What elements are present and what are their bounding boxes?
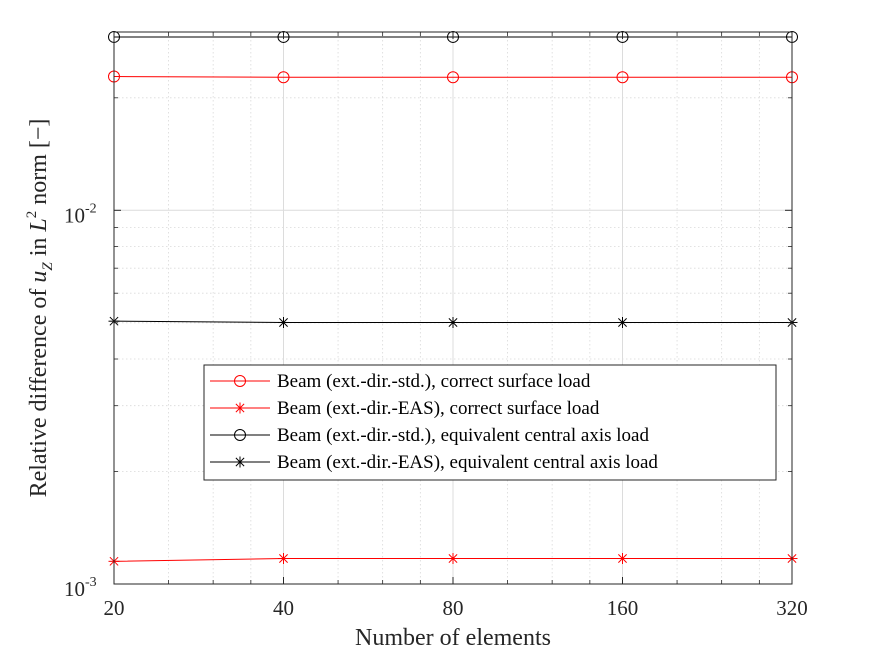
data-point [278, 316, 289, 328]
series-line [113, 76, 792, 78]
x-tick-label: 320 [776, 596, 808, 620]
y-label-prefix: Relative difference of [26, 283, 52, 498]
data-point [447, 71, 459, 84]
y-axis-label: Relative difference of uZ in L2 norm [−] [24, 119, 56, 498]
legend-label: Beam (ext.-dir.-EAS), correct surface lo… [277, 398, 600, 419]
y-tick-exponent: -3 [85, 575, 97, 590]
marker-stroke [448, 554, 458, 563]
legend-entry: Beam (ext.-dir.-EAS), equivalent central… [210, 452, 658, 473]
marker-stroke [618, 554, 627, 563]
legend-marker [234, 402, 246, 414]
y-label-norm: L [26, 218, 52, 232]
data-point [277, 71, 290, 84]
legend-marker [234, 375, 246, 387]
legend-entry: Beam (ext.-dir.-EAS), correct surface lo… [210, 398, 600, 419]
data-point [278, 553, 289, 565]
x-tick-labels: 20 40 80 160 320 [104, 596, 808, 620]
data-point [617, 553, 628, 565]
data-point [616, 30, 629, 43]
legend-label: Beam (ext.-dir.-EAS), equivalent central… [277, 452, 658, 473]
y-label-sup: 2 [24, 211, 40, 219]
y-tick-exponent: -2 [85, 201, 97, 216]
data-point [617, 316, 628, 328]
marker-stroke [448, 317, 458, 327]
x-tick-label: 20 [104, 596, 125, 620]
legend-label: Beam (ext.-dir.-std.), correct surface l… [277, 371, 591, 392]
data-point [277, 30, 290, 43]
legend-entry: Beam (ext.-dir.-std.), correct surface l… [210, 371, 591, 392]
legend-label: Beam (ext.-dir.-std.), equivalent centra… [277, 425, 649, 446]
data-point [616, 71, 629, 84]
y-tick-base: 10 [64, 203, 85, 227]
marker-stroke [618, 317, 627, 327]
series-4 [108, 315, 798, 328]
legend-marker [234, 429, 246, 441]
data-point [447, 316, 459, 328]
legend-box [203, 364, 777, 481]
marker-stroke [279, 317, 288, 327]
marker-stroke [235, 403, 245, 413]
y-tick-base: 10 [64, 577, 85, 601]
data-point [447, 30, 459, 43]
y-tick-label: 10-3 [64, 575, 97, 601]
marker-stroke [235, 457, 245, 467]
y-label-suffix: norm [−] [26, 119, 52, 211]
y-label-var: u [26, 271, 52, 283]
series-2 [108, 553, 798, 567]
legend-entry: Beam (ext.-dir.-std.), equivalent centra… [210, 425, 649, 446]
y-label-sub: Z [40, 262, 56, 271]
grid-lines [113, 32, 793, 585]
y-label-mid: in [26, 232, 52, 263]
legend: Beam (ext.-dir.-std.), correct surface l… [203, 364, 777, 481]
axis-ticks [113, 32, 793, 585]
marker-stroke [279, 554, 288, 563]
x-tick-label: 160 [607, 596, 639, 620]
x-tick-label: 80 [443, 596, 464, 620]
legend-marker [234, 456, 246, 468]
y-tick-label: 10-2 [64, 201, 97, 227]
data-point [447, 553, 459, 565]
y-tick-labels: 10-310-2 [64, 201, 97, 601]
x-axis-label: Number of elements [355, 625, 551, 651]
x-tick-label: 40 [273, 596, 294, 620]
